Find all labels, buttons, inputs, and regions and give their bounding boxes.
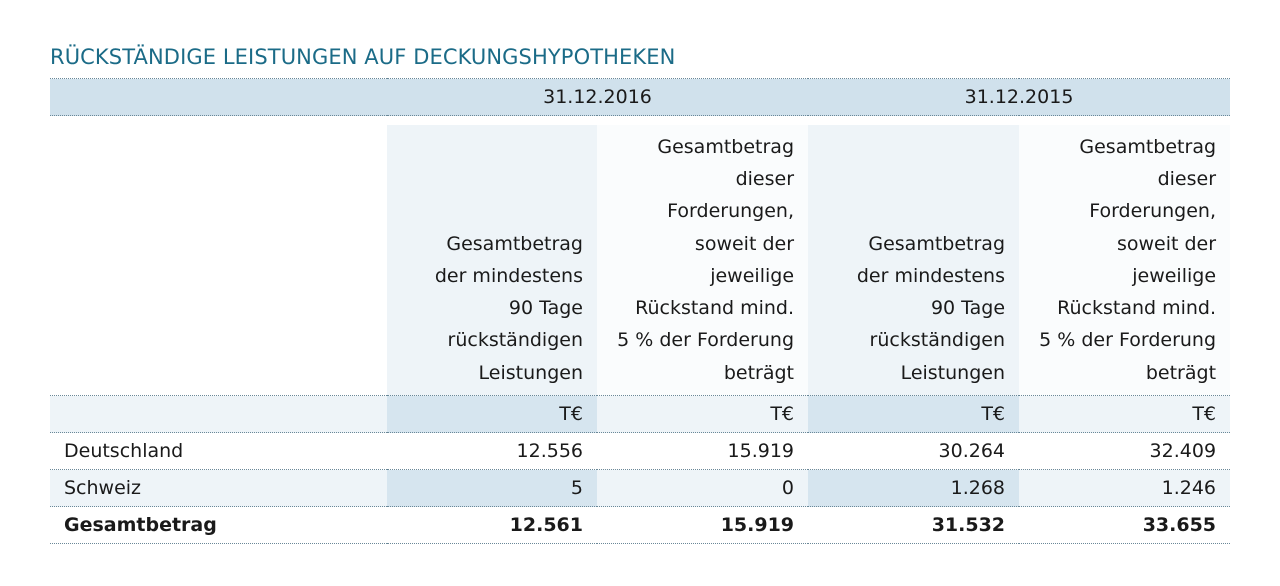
column-header: Gesamtbetrag der mindestens 90 Tage rückstä… bbox=[387, 125, 597, 396]
unit-label: T€ bbox=[597, 395, 809, 433]
table-cell: 30.264 bbox=[808, 432, 1020, 470]
column-header-line: dieser bbox=[735, 167, 795, 190]
arrears-table: 31.12.2016 31.12.2015 Gesamtbetrag der mi… bbox=[50, 78, 1231, 544]
table-cell: 15.919 bbox=[597, 506, 809, 544]
table-cell: 12.561 bbox=[387, 506, 597, 544]
column-header-line: beträgt bbox=[1145, 361, 1217, 384]
column-header-line: soweit der bbox=[694, 232, 795, 255]
column-header-line: Forderungen, bbox=[667, 200, 795, 223]
column-header-line: 5 % der Forderung bbox=[617, 329, 795, 352]
column-header-line: Gesamtbetrag bbox=[1079, 135, 1217, 158]
table-cell: 1.268 bbox=[808, 469, 1020, 507]
table-cell: 15.919 bbox=[597, 432, 809, 470]
table-cell: 5 bbox=[387, 469, 597, 507]
unit-label: T€ bbox=[808, 395, 1020, 433]
unit-row: T€ T€ T€ T€ bbox=[50, 395, 1231, 433]
total-row: Gesamtbetrag 12.561 15.919 31.532 33.655 bbox=[50, 506, 1231, 544]
column-header-line: rückständigen bbox=[447, 329, 583, 352]
column-header-line: soweit der bbox=[1116, 232, 1217, 255]
column-header: Gesamtbetrag der mindestens 90 Tage rückstä… bbox=[808, 125, 1020, 396]
column-header-line: rückständigen bbox=[869, 329, 1006, 352]
table-cell: 1.246 bbox=[1019, 469, 1231, 507]
table-cell: 32.409 bbox=[1019, 432, 1231, 470]
column-header-line: jeweilige bbox=[1132, 264, 1217, 287]
table-cell: 0 bbox=[597, 469, 809, 507]
column-header-line: Leistungen bbox=[900, 361, 1006, 384]
column-header-line: Gesamtbetrag bbox=[868, 232, 1006, 255]
column-header-line: jeweilige bbox=[710, 264, 795, 287]
column-header-line: Rückstand mind. bbox=[1057, 297, 1217, 320]
column-header-line: dieser bbox=[1157, 167, 1217, 190]
table-row: Deutschland 12.556 15.919 30.264 32.409 bbox=[50, 432, 1231, 470]
table-title: RÜCKSTÄNDIGE LEISTUNGEN AUF DECKUNGSHYPO… bbox=[50, 45, 676, 69]
column-header: Gesamtbetrag dieser Forderungen, soweit der… bbox=[597, 125, 809, 396]
row-label: Gesamtbetrag bbox=[50, 506, 387, 544]
column-header-line: der mindestens bbox=[856, 264, 1006, 287]
table-row: Schweiz 5 0 1.268 1.246 bbox=[50, 469, 1231, 507]
row-label: Schweiz bbox=[50, 469, 387, 507]
table-cell: 33.655 bbox=[1019, 506, 1231, 544]
date-header-row: 31.12.2016 31.12.2015 bbox=[50, 78, 1231, 116]
date-2016: 31.12.2016 bbox=[387, 78, 809, 116]
column-header-line: 90 Tage bbox=[930, 297, 1006, 320]
column-header-line: 5 % der Forderung bbox=[1039, 329, 1217, 352]
column-header-line: Forderungen, bbox=[1089, 200, 1217, 223]
column-header-line: Leistungen bbox=[478, 361, 583, 384]
row-label: Deutschland bbox=[50, 432, 387, 470]
column-header-line: der mindestens bbox=[434, 264, 583, 287]
column-header-line: beträgt bbox=[723, 361, 795, 384]
column-header-line: 90 Tage bbox=[508, 297, 583, 320]
column-header-line: Rückstand mind. bbox=[635, 297, 795, 320]
column-header-line: Gesamtbetrag bbox=[446, 232, 583, 255]
column-header-line: Gesamtbetrag bbox=[657, 135, 795, 158]
unit-label: T€ bbox=[387, 395, 597, 433]
unit-label: T€ bbox=[1019, 395, 1231, 433]
table-cell: 31.532 bbox=[808, 506, 1020, 544]
column-header: Gesamtbetrag dieser Forderungen, soweit der… bbox=[1019, 125, 1231, 396]
date-2015: 31.12.2015 bbox=[808, 78, 1231, 116]
column-header-row: Gesamtbetrag der mindestens 90 Tage rückstä… bbox=[50, 125, 1231, 396]
table-cell: 12.556 bbox=[387, 432, 597, 470]
